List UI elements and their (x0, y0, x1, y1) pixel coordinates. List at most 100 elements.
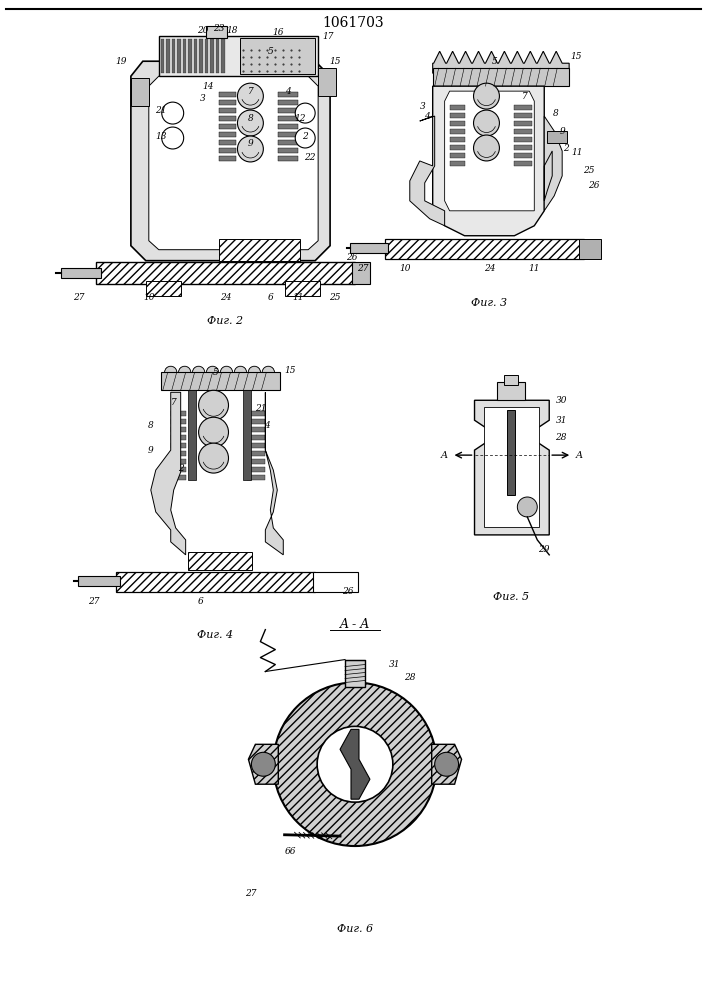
Bar (247, 451, 265, 456)
Bar (515, 161, 532, 166)
Text: 24: 24 (484, 264, 495, 273)
Bar (177, 39, 181, 73)
Bar (210, 39, 214, 73)
Bar (515, 105, 532, 110)
Bar (279, 140, 298, 145)
Bar (218, 132, 236, 137)
Circle shape (238, 136, 263, 162)
Bar (247, 443, 265, 448)
Bar (279, 100, 298, 105)
Circle shape (317, 726, 393, 802)
Bar (170, 475, 186, 480)
Polygon shape (432, 744, 462, 784)
Text: 10: 10 (143, 293, 155, 302)
Bar (206, 26, 228, 38)
Circle shape (435, 752, 459, 776)
Bar (279, 132, 298, 137)
Text: 26: 26 (346, 253, 358, 262)
Text: 19: 19 (115, 57, 127, 66)
Bar (547, 131, 567, 143)
Polygon shape (445, 91, 534, 211)
Bar (199, 39, 203, 73)
Circle shape (192, 366, 204, 378)
Circle shape (296, 103, 315, 123)
Bar (508, 410, 515, 495)
Text: 17: 17 (322, 32, 334, 41)
Text: A - A: A - A (340, 618, 370, 631)
Polygon shape (340, 729, 370, 799)
Bar (170, 443, 186, 448)
Bar (188, 39, 192, 73)
Bar (218, 116, 236, 121)
Bar (279, 156, 298, 161)
Bar (218, 124, 236, 129)
Text: Фиг. 5: Фиг. 5 (493, 592, 530, 602)
Text: 2: 2 (563, 144, 569, 153)
Bar (247, 419, 265, 424)
Text: 26: 26 (588, 181, 600, 190)
Bar (166, 39, 170, 73)
Text: 20: 20 (197, 26, 209, 35)
Text: 4: 4 (423, 112, 430, 121)
Bar (498, 382, 525, 400)
Bar (218, 239, 300, 261)
Text: 5: 5 (267, 47, 273, 56)
Bar (216, 39, 219, 73)
Text: 4: 4 (264, 421, 270, 430)
Bar (450, 129, 464, 134)
Polygon shape (265, 392, 284, 555)
Polygon shape (148, 76, 318, 250)
Bar (285, 281, 320, 296)
Text: 22: 22 (305, 153, 316, 162)
Bar (96, 262, 355, 284)
Bar (450, 105, 464, 110)
Bar (450, 121, 464, 126)
Bar (247, 435, 265, 440)
Bar (170, 411, 186, 416)
Text: 6: 6 (267, 293, 273, 302)
Text: 11: 11 (293, 293, 304, 302)
Circle shape (165, 366, 177, 378)
Polygon shape (474, 400, 549, 535)
Bar (279, 124, 298, 129)
Text: A: A (440, 451, 448, 460)
Text: A: A (576, 451, 583, 460)
Text: 13: 13 (155, 132, 167, 141)
Text: 15: 15 (284, 366, 296, 375)
Bar (218, 156, 236, 161)
Text: 9: 9 (247, 139, 253, 148)
Text: 7: 7 (171, 398, 177, 407)
Circle shape (518, 497, 537, 517)
Polygon shape (433, 86, 544, 236)
Bar (204, 39, 208, 73)
Circle shape (248, 366, 260, 378)
Text: 11: 11 (571, 148, 583, 157)
Text: 29: 29 (539, 545, 550, 554)
Polygon shape (433, 51, 569, 73)
Bar (170, 451, 186, 456)
Text: 26: 26 (342, 587, 354, 596)
Text: 7: 7 (522, 92, 527, 101)
Text: Фиг. 3: Фиг. 3 (472, 298, 508, 308)
Text: Фиг. 2: Фиг. 2 (207, 316, 244, 326)
Bar (484, 407, 539, 527)
Text: 4: 4 (286, 87, 291, 96)
Text: 8: 8 (148, 421, 153, 430)
Bar (350, 243, 388, 253)
Bar (146, 281, 181, 296)
Polygon shape (151, 392, 186, 555)
Text: 27: 27 (74, 293, 85, 302)
Bar (247, 467, 265, 472)
Bar (159, 36, 318, 76)
Text: 31: 31 (389, 660, 401, 669)
Text: 27: 27 (357, 264, 369, 273)
Bar (78, 576, 120, 586)
Bar (170, 419, 186, 424)
Text: 3: 3 (420, 102, 426, 111)
Text: 24: 24 (220, 293, 231, 302)
Circle shape (262, 366, 274, 378)
Circle shape (474, 83, 499, 109)
Bar (218, 148, 236, 153)
Bar (218, 108, 236, 113)
Polygon shape (410, 116, 445, 226)
